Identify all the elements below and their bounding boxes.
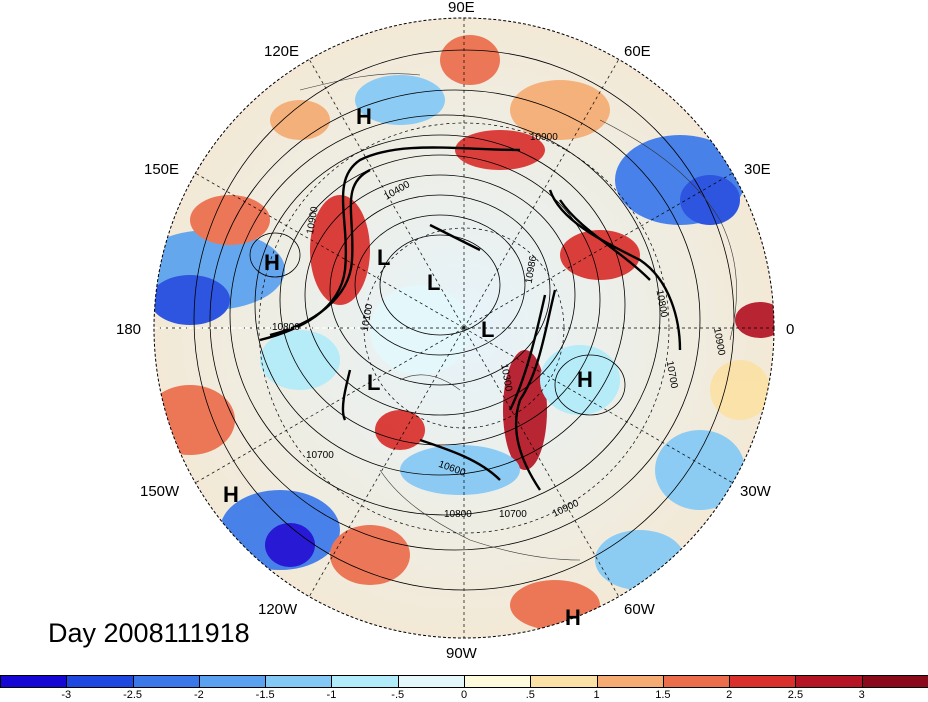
lon-label-90w: 90W [446, 645, 478, 662]
lon-label-60w: 60W [624, 601, 656, 618]
colorbar-box [729, 675, 797, 688]
high-center: H [223, 482, 239, 507]
contour-label: 10700 [664, 360, 680, 390]
contour-label: 10986 [524, 255, 540, 285]
polar-map: 10900 10900 10800 10700 10600 10800 1070… [116, 0, 794, 662]
colorbar-box [530, 675, 598, 688]
lon-label-90e: 90E [448, 0, 475, 16]
low-center: L [427, 270, 440, 295]
colorbar-box [861, 675, 928, 688]
low-center: L [367, 370, 380, 395]
anomaly-blobs [154, 35, 774, 630]
colorbar-box [464, 675, 532, 688]
lon-label-30e: 30E [744, 161, 771, 178]
anomaly-field [154, 18, 774, 638]
contour-label: 10800 [444, 509, 472, 520]
lon-label-180: 180 [116, 321, 141, 338]
lon-label-150w: 150W [140, 483, 180, 500]
colorbar-box [198, 675, 267, 688]
contour-label: 10300 [498, 363, 514, 393]
colorbar-tick-label: 0 [460, 689, 468, 701]
high-center: H [565, 605, 581, 630]
map-border [153, 17, 775, 639]
contour-label: 10100 [360, 303, 376, 333]
high-center: H [264, 250, 280, 275]
contour-label: 10800 [272, 322, 300, 333]
colorbar-tick-label: .5 [525, 689, 535, 701]
colorbar-box [397, 675, 465, 688]
pressure-centers: H H L L L L H H H [223, 104, 593, 630]
colorbar-box [0, 675, 68, 688]
colorbar-box [265, 675, 333, 688]
low-center: L [377, 245, 390, 270]
graticule [154, 18, 774, 638]
colorbar-box [66, 675, 134, 688]
high-center: H [356, 104, 372, 129]
jet-isotachs [259, 146, 682, 491]
colorbar-tick-label: 1 [593, 689, 600, 701]
colorbar: -3 -2.5 -2 -1.5 -1 -.5 0 .5 1 1.5 2 2.5 3 [0, 675, 928, 702]
longitude-labels: 90E 60E 30E 0 30W 60W 90W 120W 150W 180 … [116, 0, 794, 662]
contour-label: 10900 [711, 327, 727, 357]
contour-label: 10900 [305, 205, 321, 235]
colorbar-tick-label: 2 [726, 689, 733, 701]
colorbar-tick-label: 1.5 [655, 689, 671, 701]
low-center: L [481, 317, 494, 342]
contour-label: 10800 [654, 289, 670, 319]
day-title: Day 2008111918 [48, 618, 250, 648]
lon-label-0: 0 [786, 321, 794, 338]
lon-label-30w: 30W [740, 483, 772, 500]
lon-label-150e: 150E [144, 161, 179, 178]
colorbar-tick-label: -.5 [391, 689, 405, 701]
lon-label-120e: 120E [264, 43, 299, 60]
colorbar-tick-label: -2 [193, 689, 204, 701]
coastlines [299, 73, 737, 561]
contour-label: 10700 [499, 509, 527, 520]
lon-label-60e: 60E [624, 43, 651, 60]
lon-label-120w: 120W [258, 601, 298, 618]
colorbar-box [132, 675, 200, 688]
colorbar-tick-label: -1.5 [255, 689, 275, 701]
colorbar-box [596, 675, 664, 688]
colorbar-tick-label: -2.5 [123, 689, 143, 701]
colorbar-box [662, 675, 731, 688]
colorbar-box [331, 675, 399, 688]
colorbar-tick-label: 2.5 [787, 689, 804, 701]
colorbar-box [795, 675, 863, 688]
contour-label: 10900 [530, 132, 558, 143]
high-center: H [577, 367, 593, 392]
contour-label: 10700 [306, 450, 334, 461]
colorbar-tick-label: -1 [326, 689, 337, 701]
colorbar-tick-label: -3 [61, 689, 72, 701]
colorbar-tick-label: 3 [858, 689, 865, 701]
